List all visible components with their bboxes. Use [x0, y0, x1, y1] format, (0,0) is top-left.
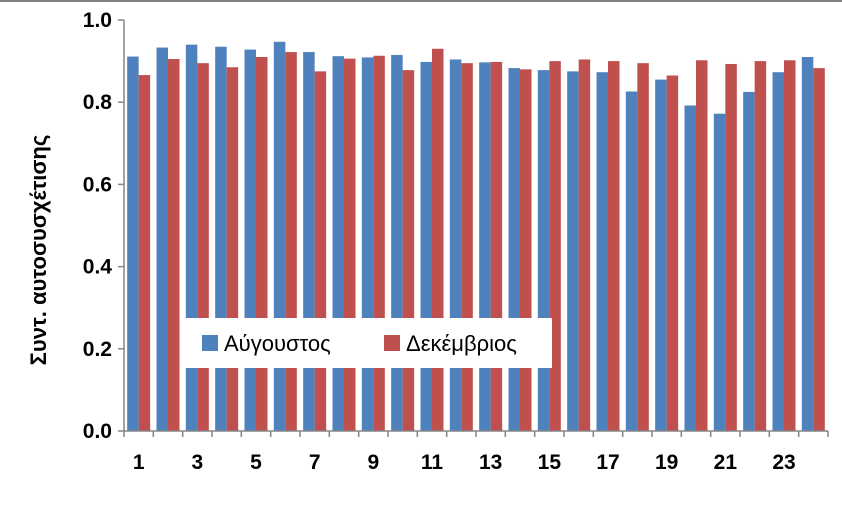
- bar-augoustos-13: [479, 62, 491, 431]
- bar-augoustos-18: [625, 91, 638, 431]
- x-tick-label: 13: [479, 451, 502, 474]
- bar-augoustos-15: [537, 70, 550, 431]
- bar-dekemvrios-5: [256, 56, 268, 432]
- bar-dekemvrios-10: [402, 70, 415, 431]
- y-tick-label: 0.6: [83, 173, 112, 196]
- bar-augoustos-23: [772, 72, 784, 431]
- bar-augoustos-7: [303, 52, 315, 432]
- bar-dekemvrios-8: [344, 58, 356, 431]
- x-tick-label: 23: [772, 451, 795, 474]
- x-tick-label: 11: [421, 451, 444, 474]
- bar-dekemvrios-20: [696, 60, 708, 431]
- bar-augoustos-24: [801, 56, 814, 432]
- bar-augoustos-9: [361, 57, 374, 432]
- y-tick-label: 0.4: [83, 256, 113, 279]
- bar-dekemvrios-4: [226, 67, 239, 431]
- bar-dekemvrios-22: [754, 61, 767, 431]
- bar-augoustos-20: [684, 105, 696, 432]
- y-tick-label: 0.2: [83, 338, 112, 361]
- bar-augoustos-10: [391, 54, 403, 431]
- bar-dekemvrios-24: [813, 68, 825, 431]
- bar-dekemvrios-7: [314, 71, 327, 432]
- bar-augoustos-6: [273, 41, 286, 431]
- bar-dekemvrios-15: [549, 61, 561, 431]
- bar-dekemvrios-14: [520, 69, 532, 431]
- x-tick-label: 5: [250, 451, 262, 474]
- bar-augoustos-21: [713, 113, 726, 432]
- legend: Αύγουστος Δεκέμβριος: [180, 318, 552, 368]
- bar-augoustos-16: [567, 71, 579, 432]
- x-tick-label: 7: [309, 451, 321, 474]
- legend-label-dekemvrios: Δεκέμβριος: [406, 331, 517, 356]
- x-tick-label: 19: [655, 451, 678, 474]
- bar-augoustos-8: [332, 56, 344, 432]
- bar-dekemvrios-2: [168, 59, 180, 432]
- x-tick-label: 9: [367, 451, 379, 474]
- bar-augoustos-5: [244, 49, 256, 432]
- legend-box: [180, 318, 552, 368]
- bar-dekemvrios-13: [490, 61, 503, 432]
- bar-augoustos-1: [127, 56, 139, 431]
- bar-augoustos-17: [596, 72, 608, 431]
- legend-swatch-dekemvrios: [384, 335, 400, 351]
- bar-dekemvrios-23: [784, 60, 796, 431]
- bars: [127, 41, 825, 432]
- x-tick-label: 17: [596, 451, 619, 474]
- bar-augoustos-12: [449, 59, 462, 432]
- bar-augoustos-11: [420, 61, 432, 432]
- bar-dekemvrios-19: [666, 75, 679, 432]
- y-tick-label: 0.8: [83, 91, 113, 114]
- x-tick-label: 15: [538, 451, 562, 474]
- bar-dekemvrios-9: [373, 55, 385, 431]
- bar-dekemvrios-11: [432, 48, 444, 432]
- bar-augoustos-2: [156, 47, 168, 431]
- y-tick-label: 1.0: [83, 9, 112, 32]
- x-tick-label: 21: [714, 451, 738, 474]
- legend-swatch-augoustos: [202, 335, 218, 351]
- bar-dekemvrios-17: [608, 61, 620, 431]
- bar-augoustos-14: [508, 68, 520, 431]
- bar-dekemvrios-1: [138, 75, 151, 431]
- bar-dekemvrios-16: [578, 59, 591, 432]
- bar-dekemvrios-18: [637, 63, 649, 432]
- bar-augoustos-3: [185, 44, 198, 431]
- bar-augoustos-4: [215, 46, 227, 432]
- bar-dekemvrios-12: [461, 63, 473, 432]
- y-axis-title: Συντ. αυτοσυσχέτισης: [26, 135, 51, 366]
- legend-label-augoustos: Αύγουστος: [224, 331, 331, 356]
- x-tick-label: 1: [133, 451, 145, 474]
- x-tick-label: 3: [191, 451, 203, 474]
- axes: 0.00.20.40.60.81.01 3 5 7 9 11 13 15 17 19 21 23: [83, 9, 829, 474]
- bar-augoustos-22: [743, 91, 755, 432]
- bar-augoustos-19: [655, 79, 667, 431]
- bar-dekemvrios-21: [725, 63, 737, 431]
- bar-dekemvrios-3: [197, 63, 209, 432]
- y-tick-label: 0.0: [83, 420, 112, 443]
- bar-dekemvrios-6: [285, 52, 297, 432]
